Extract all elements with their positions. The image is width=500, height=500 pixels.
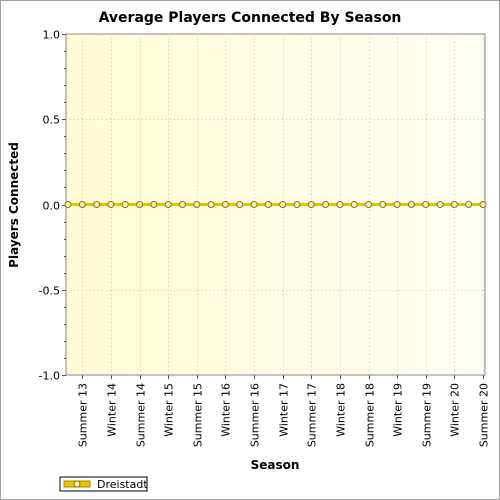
data-point — [365, 201, 373, 208]
data-point — [178, 201, 186, 208]
data-point — [436, 201, 444, 208]
x-tick-label: Winter 14 — [106, 383, 119, 437]
data-point — [121, 201, 129, 208]
x-tick-label: Summer 20 — [478, 383, 491, 447]
x-tick-label: Winter 17 — [278, 383, 291, 437]
legend-label-dreistadt: Dreistadt — [97, 478, 148, 491]
chart-title: Average Players Connected By Season — [99, 10, 402, 26]
x-tick-label: Summer 16 — [249, 383, 262, 447]
data-point — [78, 201, 86, 208]
data-point — [393, 201, 401, 208]
x-tick-label: Winter 18 — [335, 383, 348, 437]
data-point — [150, 201, 158, 208]
y-axis-title: Players Connected — [7, 142, 21, 268]
data-point — [422, 201, 430, 208]
x-tick-label: Winter 16 — [220, 383, 233, 437]
data-point — [93, 201, 101, 208]
y-tick-label: -0.5 — [39, 285, 60, 298]
data-point — [465, 201, 473, 208]
grid-lines — [66, 34, 485, 375]
data-point — [407, 201, 415, 208]
data-point — [279, 201, 287, 208]
y-tick-label: 0.5 — [43, 114, 61, 127]
x-tick-label: Winter 20 — [449, 383, 462, 437]
data-point — [207, 201, 215, 208]
y-axis-ticks: 1.0 0.5 0.0 -0.5 -1.0 — [39, 29, 66, 383]
x-axis-ticks: Summer 13 Winter 14 Summer 14 Winter 15 Summ… — [77, 375, 491, 447]
x-axis-title: Season — [251, 458, 300, 472]
x-tick-label: Summer 18 — [364, 383, 377, 447]
x-tick-label: Summer 14 — [135, 383, 148, 447]
data-point — [136, 201, 144, 208]
data-point — [107, 201, 115, 208]
data-point — [264, 201, 272, 208]
data-point — [221, 201, 229, 208]
data-point — [164, 201, 172, 208]
data-point — [64, 201, 72, 208]
data-point — [193, 201, 201, 208]
data-point — [236, 201, 244, 208]
data-point — [250, 201, 258, 208]
legend-marker — [73, 480, 81, 488]
x-tick-label: Winter 15 — [163, 383, 176, 437]
x-tick-label: Summer 17 — [306, 383, 319, 447]
data-point — [379, 201, 387, 208]
data-point — [336, 201, 344, 208]
y-tick-label: 0.0 — [43, 200, 61, 213]
data-point — [322, 201, 330, 208]
data-point — [479, 201, 487, 208]
x-tick-label: Summer 15 — [192, 383, 205, 447]
data-point — [307, 201, 315, 208]
x-tick-label: Summer 13 — [77, 383, 90, 447]
x-tick-label: Winter 19 — [392, 383, 405, 437]
data-point — [293, 201, 301, 208]
data-point — [350, 201, 358, 208]
y-tick-label: -1.0 — [39, 370, 60, 383]
x-tick-label: Summer 19 — [421, 383, 434, 447]
y-tick-label: 1.0 — [43, 29, 61, 42]
series-dreistadt — [64, 201, 487, 208]
data-point — [450, 201, 458, 208]
legend: Dreistadt — [59, 476, 148, 492]
